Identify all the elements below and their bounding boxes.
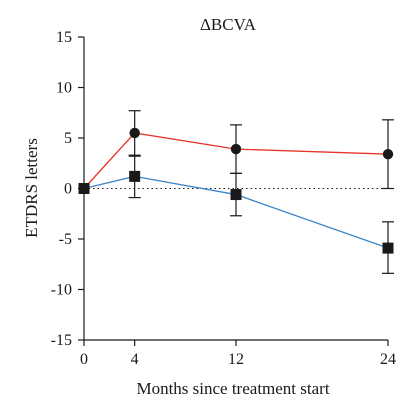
series-square xyxy=(78,154,394,274)
plot-area xyxy=(78,110,394,274)
data-point-circle xyxy=(382,148,394,160)
data-point-square xyxy=(129,170,141,182)
y-tick-label: 15 xyxy=(56,29,72,46)
x-tick-label: 0 xyxy=(80,351,88,368)
series-line-circle xyxy=(83,132,389,189)
chart-title: ΔBCVA xyxy=(200,15,257,34)
data-point-circle xyxy=(230,143,242,155)
y-axis: 15 10 5 0 -5 -10 -15 xyxy=(51,29,85,349)
y-tick-label: 0 xyxy=(64,181,72,198)
data-point-circle xyxy=(129,127,140,139)
data-point-square xyxy=(382,242,394,254)
y-tick-label: -5 xyxy=(59,231,72,248)
y-tick-label: -10 xyxy=(51,282,72,299)
x-axis-label: Months since treatment start xyxy=(136,379,329,398)
data-point-square xyxy=(230,189,242,201)
series-line-square xyxy=(83,175,389,249)
x-tick-label: 12 xyxy=(228,351,244,368)
data-point-square xyxy=(78,183,90,194)
y-tick-label: 10 xyxy=(56,80,72,97)
x-tick-label: 24 xyxy=(380,351,396,368)
y-tick-label: -15 xyxy=(51,332,72,349)
x-axis: 0 4 12 24 xyxy=(80,339,396,368)
x-tick-label: 4 xyxy=(131,351,139,368)
y-axis-label: ETDRS letters xyxy=(22,138,41,238)
y-tick-label: 5 xyxy=(64,130,72,147)
